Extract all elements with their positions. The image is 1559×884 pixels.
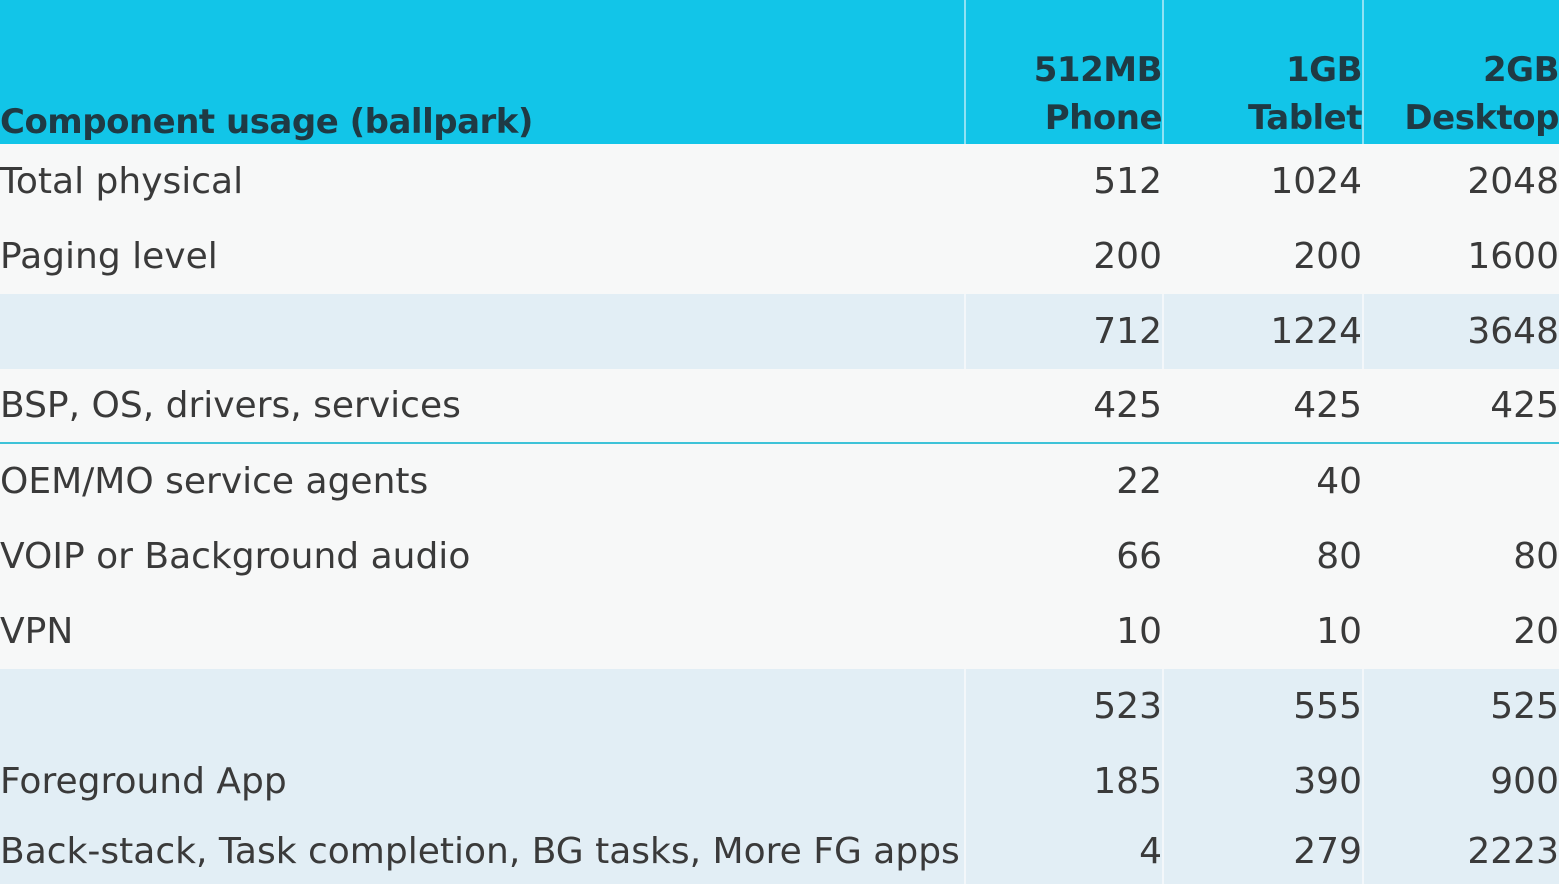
row-label: Paging level bbox=[0, 236, 218, 277]
header-desktop-device: Desktop bbox=[1404, 98, 1559, 138]
value-phone: 425 bbox=[1093, 385, 1162, 426]
value-tablet: 279 bbox=[1162, 819, 1362, 884]
value-tablet: 40 bbox=[1316, 461, 1362, 502]
header-cell-desktop: 2GB Desktop bbox=[1362, 0, 1559, 144]
row-label bbox=[0, 294, 962, 369]
table-row: Foreground App 185 390 900 bbox=[0, 744, 1559, 819]
value-phone: 712 bbox=[964, 294, 1162, 369]
value-desktop: 3648 bbox=[1362, 294, 1559, 369]
row-label: VPN bbox=[0, 611, 74, 652]
header-label-desktop: 2GB Desktop bbox=[1404, 46, 1559, 142]
value-phone: 185 bbox=[964, 744, 1162, 819]
row-label: Total physical bbox=[0, 161, 244, 202]
value-desktop: 425 bbox=[1490, 385, 1559, 426]
header-phone-device: Phone bbox=[1044, 98, 1163, 138]
value-tablet: 80 bbox=[1316, 536, 1362, 577]
row-label: OEM/MO service agents bbox=[0, 461, 429, 502]
value-tablet: 1024 bbox=[1270, 161, 1362, 202]
value-phone: 200 bbox=[1093, 236, 1162, 277]
value-tablet: 10 bbox=[1316, 611, 1362, 652]
value-desktop: 1600 bbox=[1467, 236, 1559, 277]
header-cell-tablet: 1GB Tablet bbox=[1162, 0, 1363, 144]
table-row-subtotal: 712 1224 3648 bbox=[0, 294, 1559, 369]
header-tablet-memory: 1GB bbox=[1286, 50, 1362, 90]
value-tablet: 1224 bbox=[1162, 294, 1362, 369]
value-phone: 512 bbox=[1093, 161, 1162, 202]
table-row: VPN 10 10 20 bbox=[0, 594, 1559, 669]
row-label: Foreground App bbox=[0, 761, 287, 802]
value-desktop: 525 bbox=[1362, 669, 1559, 744]
table-row: VOIP or Background audio 66 80 80 bbox=[0, 519, 1559, 594]
row-label: BSP, OS, drivers, services bbox=[0, 385, 461, 426]
table-header: Component usage (ballpark) 512MB Phone 1… bbox=[0, 0, 1559, 144]
value-phone: 4 bbox=[964, 819, 1162, 884]
header-desktop-memory: 2GB bbox=[1483, 50, 1559, 90]
row-label: VOIP or Background audio bbox=[0, 536, 471, 577]
header-cell-component: Component usage (ballpark) bbox=[0, 0, 962, 144]
value-phone: 22 bbox=[1116, 461, 1162, 502]
value-phone: 523 bbox=[964, 669, 1162, 744]
table-row: BSP, OS, drivers, services 425 425 425 bbox=[0, 369, 1559, 444]
value-tablet: 390 bbox=[1162, 744, 1362, 819]
table-row: OEM/MO service agents 22 40 bbox=[0, 444, 1559, 519]
value-tablet: 425 bbox=[1293, 385, 1362, 426]
table-row: Paging level 200 200 1600 bbox=[0, 219, 1559, 294]
value-tablet: 555 bbox=[1162, 669, 1362, 744]
table-title: Component usage (ballpark) bbox=[0, 102, 533, 142]
value-desktop: 80 bbox=[1513, 536, 1559, 577]
table-row-subtotal: 523 555 525 bbox=[0, 669, 1559, 744]
value-phone: 10 bbox=[1116, 611, 1162, 652]
header-label-tablet: 1GB Tablet bbox=[1247, 46, 1363, 142]
table-row: Back-stack, Task completion, BG tasks, M… bbox=[0, 819, 1559, 884]
value-phone: 66 bbox=[1116, 536, 1162, 577]
header-cell-phone: 512MB Phone bbox=[964, 0, 1163, 144]
table-row: Total physical 512 1024 2048 bbox=[0, 144, 1559, 219]
value-desktop: 2048 bbox=[1467, 161, 1559, 202]
value-tablet: 200 bbox=[1293, 236, 1362, 277]
header-label-phone: 512MB Phone bbox=[1033, 46, 1163, 142]
value-desktop bbox=[1362, 444, 1559, 519]
header-phone-memory: 512MB bbox=[1033, 50, 1163, 90]
row-label: Back-stack, Task completion, BG tasks, M… bbox=[0, 831, 960, 872]
value-desktop: 900 bbox=[1362, 744, 1559, 819]
row-label bbox=[0, 669, 962, 744]
header-tablet-device: Tablet bbox=[1247, 98, 1363, 138]
value-desktop: 2223 bbox=[1362, 819, 1559, 884]
value-desktop: 20 bbox=[1513, 611, 1559, 652]
